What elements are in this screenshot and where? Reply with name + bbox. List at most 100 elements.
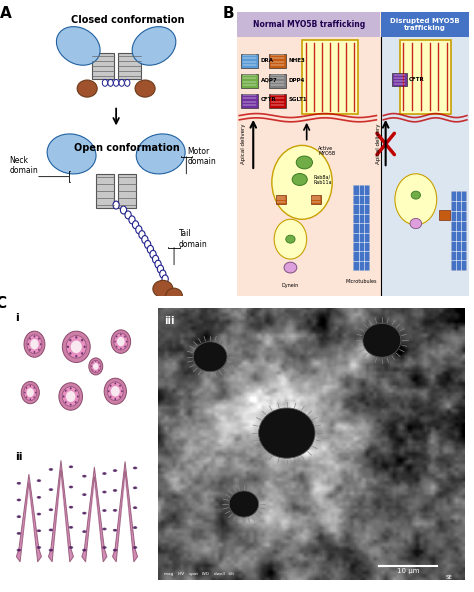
- Circle shape: [113, 201, 119, 209]
- Ellipse shape: [70, 526, 73, 529]
- FancyBboxPatch shape: [96, 174, 114, 208]
- Ellipse shape: [133, 526, 137, 529]
- Ellipse shape: [24, 385, 37, 401]
- Ellipse shape: [114, 382, 116, 384]
- Ellipse shape: [119, 396, 121, 398]
- Ellipse shape: [134, 487, 137, 489]
- Ellipse shape: [116, 346, 118, 348]
- Ellipse shape: [17, 516, 20, 518]
- Circle shape: [120, 206, 127, 214]
- Ellipse shape: [102, 509, 106, 512]
- Circle shape: [125, 79, 130, 86]
- Polygon shape: [54, 474, 68, 550]
- Text: CFTR: CFTR: [261, 98, 276, 102]
- Ellipse shape: [49, 509, 52, 511]
- Ellipse shape: [38, 480, 41, 482]
- Polygon shape: [82, 467, 107, 562]
- Circle shape: [274, 219, 307, 259]
- Ellipse shape: [166, 288, 182, 304]
- Ellipse shape: [109, 385, 111, 387]
- Bar: [381, 12, 469, 296]
- Ellipse shape: [411, 191, 420, 199]
- Ellipse shape: [134, 506, 137, 509]
- Ellipse shape: [67, 346, 69, 348]
- Ellipse shape: [47, 134, 96, 174]
- Text: Active
MYO5B: Active MYO5B: [319, 146, 336, 156]
- Ellipse shape: [153, 281, 173, 297]
- Text: Apical delivery: Apical delivery: [241, 124, 246, 164]
- Ellipse shape: [29, 385, 31, 387]
- Ellipse shape: [26, 397, 27, 398]
- Circle shape: [160, 270, 166, 278]
- Ellipse shape: [286, 235, 295, 243]
- Text: CFTR: CFTR: [409, 77, 425, 82]
- Text: SE: SE: [446, 575, 452, 580]
- Polygon shape: [112, 461, 137, 562]
- Ellipse shape: [70, 506, 73, 509]
- Ellipse shape: [21, 381, 39, 404]
- FancyBboxPatch shape: [400, 40, 451, 114]
- Ellipse shape: [82, 493, 86, 496]
- Ellipse shape: [91, 366, 92, 367]
- Ellipse shape: [69, 506, 72, 509]
- FancyBboxPatch shape: [269, 94, 286, 108]
- Text: AQP7: AQP7: [261, 78, 277, 82]
- Text: Dynein: Dynein: [282, 283, 299, 288]
- Ellipse shape: [114, 398, 116, 400]
- Text: Microtubules: Microtubules: [346, 279, 377, 284]
- FancyBboxPatch shape: [276, 195, 286, 204]
- Ellipse shape: [70, 485, 73, 488]
- Ellipse shape: [103, 472, 107, 475]
- Text: Rab8a/
Rab11a: Rab8a/ Rab11a: [314, 174, 332, 185]
- Ellipse shape: [114, 333, 128, 350]
- Ellipse shape: [133, 546, 137, 549]
- Ellipse shape: [18, 549, 21, 551]
- Ellipse shape: [81, 352, 83, 355]
- Ellipse shape: [92, 362, 93, 363]
- Ellipse shape: [132, 27, 176, 65]
- Text: Open conformation: Open conformation: [74, 143, 180, 153]
- Ellipse shape: [134, 546, 137, 549]
- Circle shape: [229, 491, 259, 517]
- Ellipse shape: [69, 352, 72, 355]
- FancyBboxPatch shape: [439, 211, 449, 220]
- Ellipse shape: [104, 378, 127, 404]
- Ellipse shape: [121, 390, 123, 392]
- Ellipse shape: [296, 156, 312, 169]
- Ellipse shape: [24, 392, 26, 394]
- Text: DPP4: DPP4: [289, 78, 305, 82]
- Ellipse shape: [77, 80, 97, 97]
- FancyBboxPatch shape: [241, 74, 258, 88]
- Ellipse shape: [33, 397, 35, 398]
- Ellipse shape: [36, 546, 40, 549]
- Text: C: C: [0, 296, 7, 311]
- Ellipse shape: [102, 472, 106, 475]
- Ellipse shape: [38, 513, 41, 516]
- Ellipse shape: [69, 465, 72, 468]
- Ellipse shape: [83, 530, 87, 533]
- Ellipse shape: [136, 134, 185, 174]
- Ellipse shape: [49, 529, 52, 531]
- Text: Motor
domain: Motor domain: [187, 147, 216, 166]
- Text: A: A: [0, 6, 12, 21]
- Ellipse shape: [89, 358, 103, 375]
- Circle shape: [363, 323, 401, 357]
- Circle shape: [155, 260, 161, 268]
- Ellipse shape: [49, 488, 52, 491]
- Ellipse shape: [59, 383, 82, 410]
- Ellipse shape: [38, 496, 41, 498]
- Ellipse shape: [83, 512, 87, 514]
- Ellipse shape: [113, 489, 116, 492]
- Ellipse shape: [40, 343, 42, 345]
- Ellipse shape: [134, 466, 137, 469]
- Ellipse shape: [38, 529, 41, 532]
- Ellipse shape: [135, 80, 155, 97]
- Ellipse shape: [102, 491, 106, 493]
- FancyBboxPatch shape: [118, 174, 136, 208]
- Ellipse shape: [35, 392, 36, 394]
- Ellipse shape: [93, 363, 99, 370]
- Ellipse shape: [56, 27, 100, 65]
- Ellipse shape: [113, 469, 116, 472]
- Ellipse shape: [63, 331, 90, 362]
- Ellipse shape: [66, 336, 86, 358]
